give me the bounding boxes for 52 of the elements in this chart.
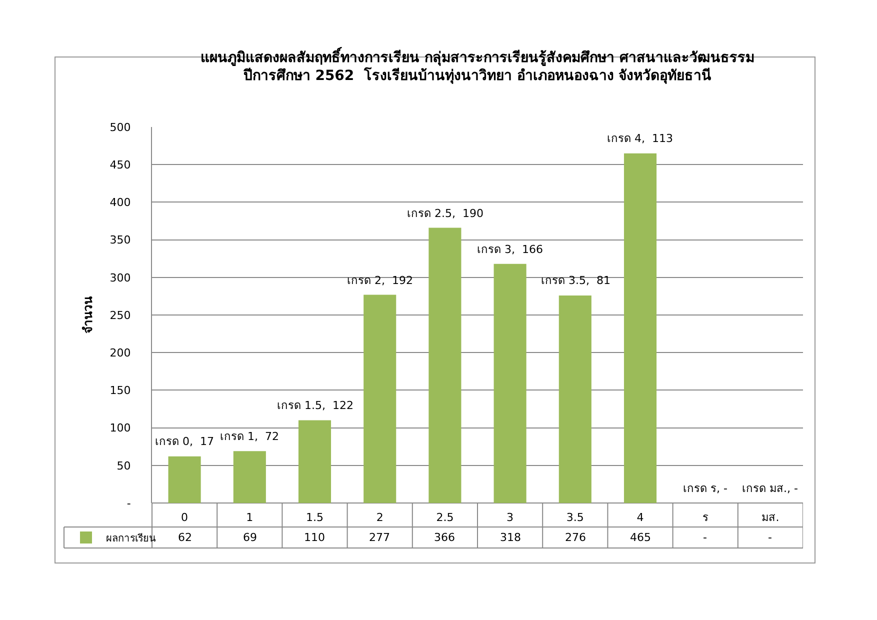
data-label: 318 (500, 531, 521, 544)
y-tick-label: 400 (110, 196, 131, 210)
y-tick-label: 350 (110, 234, 131, 247)
annotation: เกรด 1.5, 122 (277, 399, 354, 412)
x-tick-label: 3.5 (566, 511, 584, 524)
x-tick-label: 1.5 (306, 511, 324, 524)
annotation: เกรด 0, 17 (155, 435, 214, 448)
annotation: เกรด 2, 192 (347, 274, 413, 287)
data-label: 465 (630, 531, 651, 544)
annotation: เกรด ร, - (683, 482, 728, 495)
bar (558, 295, 592, 503)
annotation: เกรด 3, 166 (477, 243, 543, 256)
y-tick-label: 50 (116, 459, 131, 472)
x-tick-label: 2.5 (436, 511, 454, 524)
y-axis-title: จำนวน (81, 296, 96, 334)
annotation: เกรด 3.5, 81 (541, 274, 610, 287)
data-label: 277 (369, 531, 390, 544)
annotation: เกรด มส., - (742, 482, 798, 495)
y-tick-label: 100 (110, 422, 131, 435)
x-tick-label: มส. (762, 511, 780, 524)
bar (233, 451, 266, 503)
bar (494, 264, 526, 503)
y-tick-label: 250 (110, 308, 131, 322)
x-tick-label: ร (702, 511, 708, 524)
legend-label: ผลการเรียน (106, 532, 156, 544)
bar (168, 456, 201, 503)
x-tick-label: 2 (376, 511, 384, 524)
bar (298, 420, 332, 503)
data-label: 366 (434, 531, 455, 544)
y-tick-label: - (126, 496, 131, 510)
x-tick-label: 3 (506, 511, 514, 524)
chart-title: แผนภูมิแสดงผลสัมฤทธิ์ทางการเรียน กลุ่มสาระการเรียนรู้สังคมศึกษา ศาสนาและวัฒนธรรม ปีการศึกษา 2562 โรงเรียนบ้านทุ่งนาวิทยา อำเภอหนองฉาง จังหวัดอุทัยธานี (200, 46, 754, 84)
annotation: เกรด 1, 72 (220, 430, 279, 443)
x-tick-label: 1 (246, 511, 254, 524)
x-tick-label: 0 (181, 511, 188, 524)
data-label: - (703, 531, 707, 544)
annotation: เกรด 4, 113 (607, 132, 673, 145)
data-label: 62 (178, 531, 192, 544)
y-tick-label: 300 (110, 271, 131, 284)
y-tick-label: 450 (110, 158, 131, 172)
data-label: 110 (304, 531, 325, 544)
annotation: เกรด 2.5, 190 (407, 207, 484, 220)
y-tick-label: 200 (110, 346, 131, 360)
bar (428, 228, 462, 503)
y-tick-label: 500 (110, 120, 131, 134)
data-label: 276 (565, 531, 586, 544)
bar (364, 294, 396, 503)
data-label: - (768, 531, 772, 544)
bar (624, 153, 657, 503)
y-tick-label: 150 (110, 384, 131, 398)
x-tick-label: 4 (636, 511, 644, 524)
data-label: 69 (243, 531, 257, 544)
